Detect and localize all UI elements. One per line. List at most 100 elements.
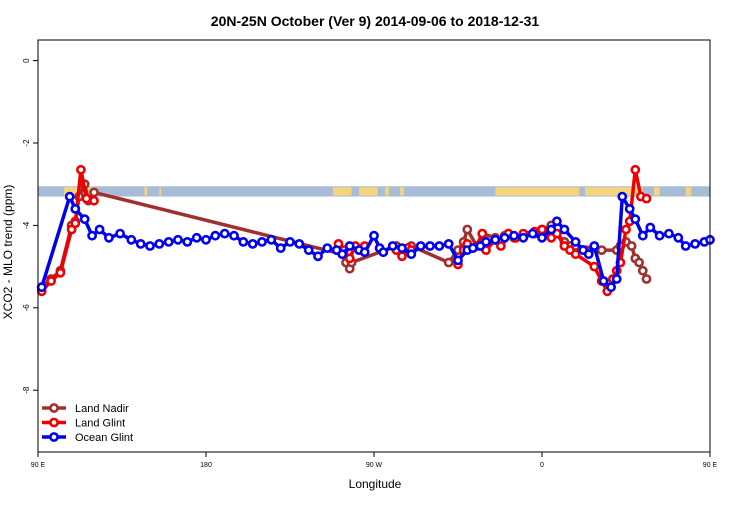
data-point [434,241,445,251]
land-patch [332,187,352,196]
data-point [570,236,581,247]
data-point [617,191,628,202]
y-tick-label: 0 [22,58,31,63]
data-point [238,236,249,247]
data-point [606,282,616,293]
data-point [546,224,557,235]
land-patch [400,187,404,196]
data-point [64,191,75,202]
data-point [673,232,684,243]
data-point [247,238,258,249]
data-point [344,253,355,264]
land-patch [584,187,643,196]
data-point [344,241,355,251]
data-point [477,228,488,239]
y-tick-label: -4 [22,221,31,229]
data-point [425,241,435,251]
data-point [481,236,491,247]
legend-item: Land Glint [42,418,125,430]
data-point [285,236,295,247]
data-point [654,230,665,241]
data-point [89,187,99,198]
data-point [621,224,631,235]
land-patch [64,187,80,196]
y-tick-label: -2 [22,139,31,147]
legend-label: Ocean Glint [75,432,133,444]
data-point [76,164,86,175]
land-patch [359,187,378,196]
axes: 90 E 180 90 W 0 90 E 0 -2 -4 -6 -8 [22,58,718,469]
chart-title: 20N-25N October (Ver 9) 2014-09-06 to 20… [211,13,540,29]
data-point [637,230,648,241]
data-point [70,218,81,229]
data-point [182,236,193,247]
data-point [303,245,314,255]
data-point [598,276,609,286]
x-tick-label: 0 [540,462,544,469]
data-point [94,224,105,235]
data-point [145,241,155,251]
data-point [46,276,56,286]
data-point [527,228,538,239]
land-patch [385,187,389,196]
data-point [87,230,97,241]
data-point [154,238,165,249]
data-point [664,228,674,239]
data-point [462,224,473,235]
series-ocean-glint [36,191,715,293]
data-point [495,241,506,251]
data-point [359,247,370,258]
land-patch [685,187,692,196]
data-point [690,238,700,249]
data-point [337,249,348,260]
data-point [443,238,454,249]
data-point [624,203,635,214]
legend-label: Land Glint [75,418,125,430]
legend-item: Ocean Glint [42,432,133,444]
data-point [229,230,239,241]
land-patch [654,187,660,196]
data-point [626,241,637,251]
legend: Land Nadir Land Glint Ocean Glint [42,403,133,444]
data-point [453,255,463,266]
data-point [79,214,90,225]
map-strip [38,186,710,197]
data-point [397,243,407,253]
data-point [104,232,114,243]
land-patch [159,187,162,196]
data-point [89,195,99,206]
y-tick-label: -6 [22,304,31,312]
data-point [637,265,648,276]
data-point [467,243,478,253]
data-point [570,249,581,260]
data-point [322,243,333,253]
data-point [36,282,47,293]
data-point [275,243,286,253]
data-point [537,232,547,243]
data-point [55,267,66,278]
data-point [596,245,607,255]
data-point [266,234,277,245]
data-point [680,241,691,251]
legend-marker [49,432,59,442]
data-point [645,222,656,233]
data-point [378,247,389,258]
y-axis-label: XCO2 - MLO trend (ppm) [1,185,15,320]
legend-label: Land Nadir [75,403,129,415]
data-point [163,236,174,247]
data-point [173,234,183,245]
data-point [81,193,92,204]
plot-frame [37,39,711,453]
data-point [397,251,407,262]
x-tick-label: 90 W [366,462,383,469]
data-point [135,238,146,249]
data-point [406,249,417,260]
x-tick-label: 90 E [31,462,46,469]
data-point [191,232,202,243]
data-point [641,193,652,204]
data-point [509,230,519,241]
data-point [559,224,570,235]
x-tick-label: 90 E [703,462,718,469]
data-point [126,234,137,245]
